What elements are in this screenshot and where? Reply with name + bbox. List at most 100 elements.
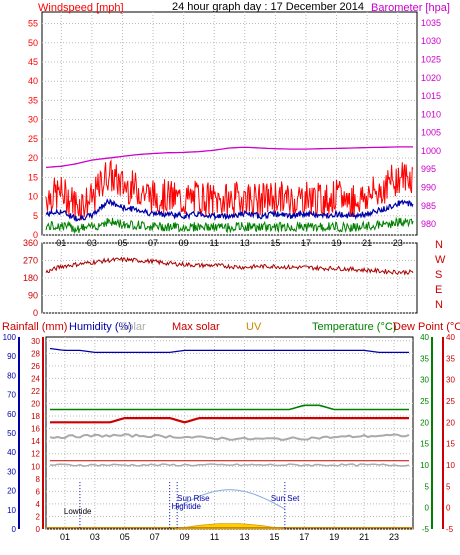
barometer-axis-title: Barometer [hpa]	[371, 2, 450, 14]
wind-x-tick-label: 09	[179, 238, 189, 248]
temperature-tick-label: 25	[420, 397, 429, 406]
legend-rainfall: Rainfall (mm)	[2, 321, 67, 333]
temp-x-tick-label: 01	[60, 532, 70, 542]
rain-tick-label: 20	[31, 400, 40, 409]
direction-tick-label: 360	[23, 238, 38, 248]
wind-x-tick-label: 19	[332, 238, 342, 248]
wind-x-tick-label: 11	[210, 238, 219, 248]
rain-tick-label: 4	[36, 500, 41, 509]
rain-tick-label: 22	[31, 387, 40, 396]
lowtide-label: Lowtide	[64, 507, 92, 516]
rain-tick-label: 2	[36, 512, 41, 521]
graph-title: 24 hour graph day : 17 December 2014	[172, 1, 364, 13]
temp-x-tick-label: 07	[150, 532, 160, 542]
temperature-tick-label: 30	[420, 376, 429, 385]
temperature-tick-label: 35	[420, 354, 429, 363]
baro-tick-label: 1000	[421, 146, 441, 156]
temperature-tick-label: -5	[422, 525, 430, 534]
humidity-tick-label: 100	[3, 333, 17, 342]
humidity-tick-label: 0	[12, 525, 17, 534]
temperature-tick-label: 15	[420, 440, 429, 449]
dewpoint-tick-label: 15	[446, 440, 455, 449]
temperature-tick-label: 10	[420, 461, 429, 470]
windspeed-axis-title: Windspeed [mph]	[38, 2, 124, 14]
legend-solar: Solar	[120, 321, 146, 333]
baro-tick-label: 1030	[421, 36, 441, 46]
baro-tick-label: 1010	[421, 109, 441, 119]
dewpoint-tick-label: 30	[446, 376, 455, 385]
compass-label: S	[435, 269, 442, 281]
baro-tick-label: 980	[421, 219, 436, 229]
temp-x-tick-label: 05	[120, 532, 130, 542]
temperature-tick-label: 20	[420, 418, 429, 427]
wind-tick-label: 50	[28, 38, 38, 48]
rain-tick-label: 26	[31, 362, 40, 371]
temp-x-tick-label: 09	[180, 532, 190, 542]
wind-tick-label: 0	[33, 230, 38, 240]
baro-tick-label: 1025	[421, 55, 441, 65]
wind-x-tick-label: 23	[393, 238, 403, 248]
temperature-tick-label: 0	[425, 504, 430, 513]
wind-tick-label: 15	[28, 172, 38, 182]
humidity-line	[49, 347, 409, 354]
compass-label: N	[435, 299, 443, 311]
wind-x-tick-label: 03	[87, 238, 97, 248]
rain-tick-label: 0	[36, 525, 41, 534]
baro-tick-label: 995	[421, 164, 436, 174]
wind-x-tick-label: 21	[362, 238, 372, 248]
temp-x-tick-label: 13	[239, 532, 249, 542]
humidity-tick-label: 90	[7, 352, 16, 361]
hightide-label: Hightide	[172, 502, 202, 511]
direction-tick-label: 270	[23, 256, 38, 266]
rain-tick-label: 8	[36, 475, 41, 484]
wind-tick-label: 10	[28, 192, 38, 202]
wind-tick-label: 30	[28, 115, 38, 125]
wind-x-tick-label: 17	[301, 238, 311, 248]
dewpoint-tick-label: 40	[446, 333, 455, 342]
rain-tick-label: 18	[31, 412, 40, 421]
temperature-tick-label: 40	[420, 333, 429, 342]
windspeed-line	[45, 158, 414, 221]
legend-uv: UV	[246, 321, 262, 333]
wind-tick-label: 25	[28, 134, 38, 144]
dewpoint-tick-label: 10	[446, 461, 455, 470]
direction-tick-label: 0	[33, 308, 38, 318]
compass-label: E	[435, 284, 442, 296]
wind-tick-label: 5	[33, 211, 38, 221]
sunset-label: Sun Set	[271, 494, 300, 503]
solar-trace-line	[49, 433, 410, 442]
baro-tick-label: 1005	[421, 128, 441, 138]
baro-tick-label: 1035	[421, 18, 441, 28]
rain-tick-label: 28	[31, 349, 40, 358]
temp-x-tick-label: 03	[90, 532, 100, 542]
temp-x-tick-label: 23	[389, 532, 399, 542]
temp-x-tick-label: 21	[359, 532, 369, 542]
humidity-tick-label: 80	[7, 371, 16, 380]
wind-tick-label: 55	[28, 19, 38, 29]
humidity-tick-label: 20	[7, 487, 16, 496]
wind-tick-label: 20	[28, 153, 38, 163]
wind-x-tick-label: 05	[117, 238, 127, 248]
dewpoint-tick-label: -5	[446, 525, 454, 534]
wind-x-tick-label: 01	[56, 238, 66, 248]
wind-green-line	[45, 216, 414, 235]
compass-label: W	[435, 254, 446, 266]
baro-tick-label: 1020	[421, 73, 441, 83]
temp-x-tick-label: 11	[210, 532, 219, 542]
wind-tick-label: 35	[28, 95, 38, 105]
rain-tick-label: 6	[36, 487, 41, 496]
humidity-tick-label: 40	[7, 448, 16, 457]
humidity-tick-label: 30	[7, 467, 16, 476]
temp-x-tick-label: 19	[329, 532, 339, 542]
temp-x-tick-label: 17	[299, 532, 309, 542]
humidity-tick-label: 70	[7, 391, 16, 400]
dewpoint-tick-label: 25	[446, 397, 455, 406]
temperature-tick-label: 5	[425, 482, 430, 491]
temp-x-tick-label: 15	[269, 532, 279, 542]
legend-max-solar: Max solar	[172, 321, 220, 333]
humidity-tick-label: 10	[7, 506, 16, 515]
sun-path-arc	[173, 489, 286, 510]
direction-line	[45, 256, 414, 276]
wind-x-tick-label: 13	[240, 238, 250, 248]
compass-label: N	[435, 239, 443, 251]
